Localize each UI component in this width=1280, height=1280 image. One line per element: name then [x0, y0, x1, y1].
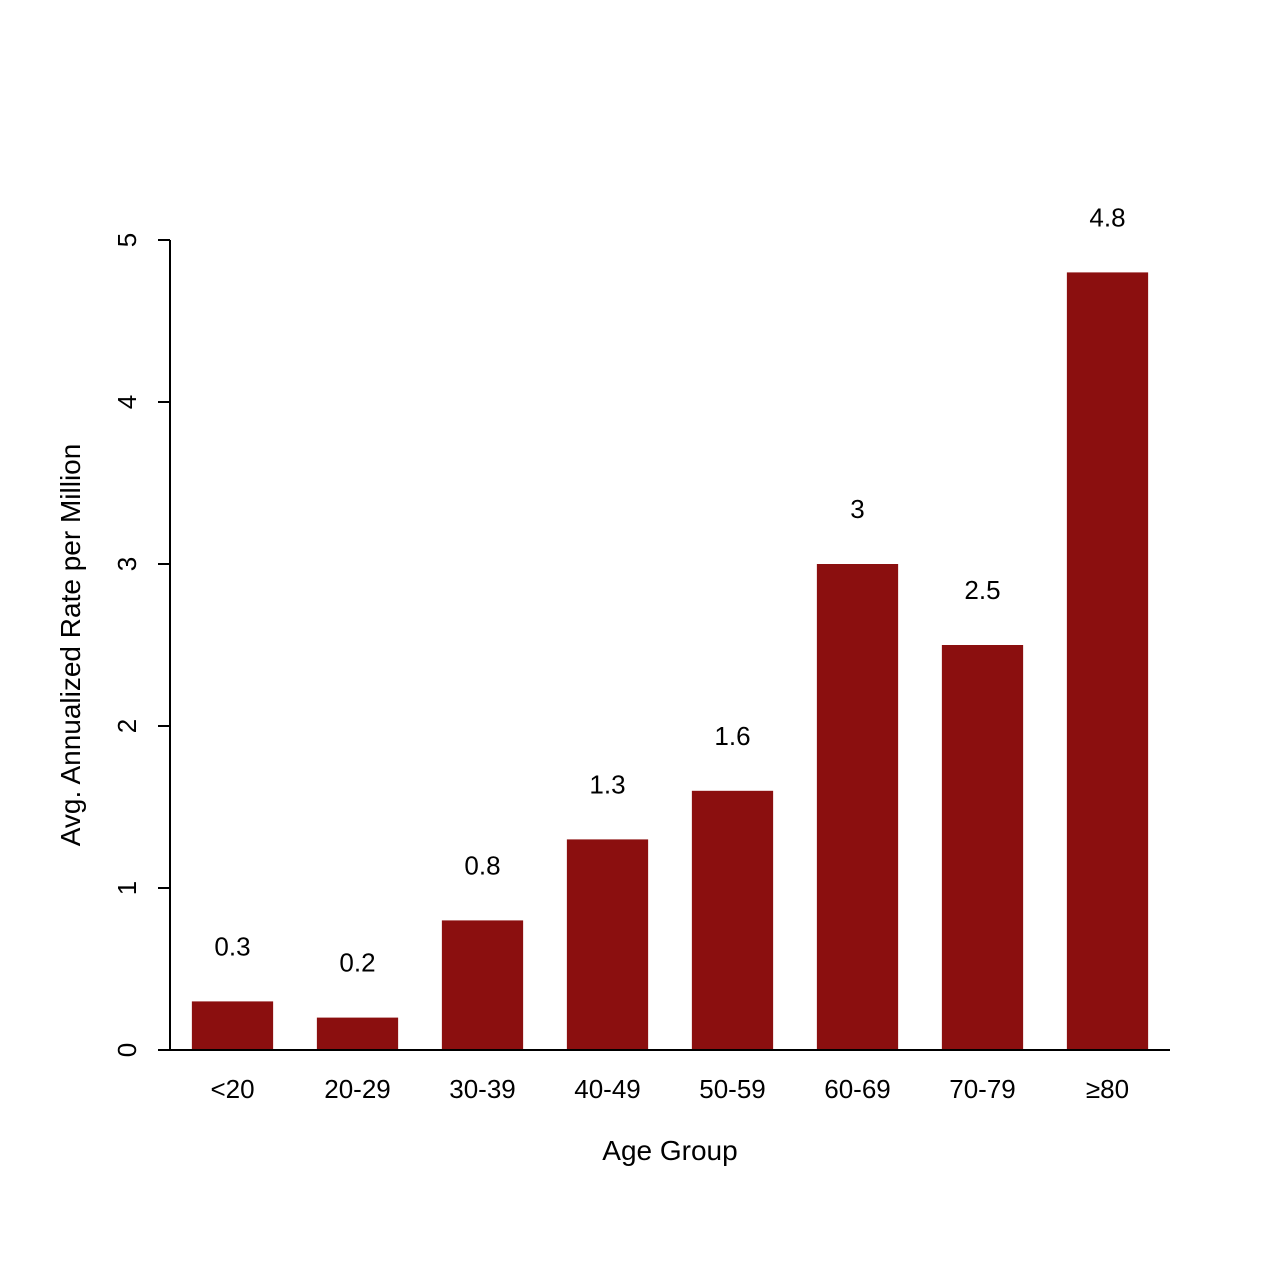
y-tick-label: 2	[112, 719, 142, 733]
x-tick-label: 30-39	[449, 1074, 516, 1104]
bar-value-label: 0.3	[214, 931, 250, 961]
bar	[1067, 272, 1148, 1050]
bar-value-label: 1.6	[714, 721, 750, 751]
x-tick-label: <20	[210, 1074, 254, 1104]
x-tick-label: 20-29	[324, 1074, 391, 1104]
x-tick-label: 60-69	[824, 1074, 891, 1104]
bar	[692, 791, 773, 1050]
y-tick-label: 4	[112, 395, 142, 409]
bar-value-label: 2.5	[964, 575, 1000, 605]
bar	[567, 839, 648, 1050]
bar	[817, 564, 898, 1050]
bar-chart: 0.3 <20 0.2 20-29 0.8 30-39 1.3 40-49 1.6 50-59 3 6…	[0, 0, 1280, 1280]
bar	[942, 645, 1023, 1050]
bar-value-label: 3	[850, 494, 864, 524]
bar-value-label: 0.2	[339, 948, 375, 978]
bar-value-label: 0.8	[464, 850, 500, 880]
y-tick-label: 1	[112, 881, 142, 895]
bar-value-label: 1.3	[589, 769, 625, 799]
y-axis-label: Avg. Annualized Rate per Million	[55, 444, 86, 847]
x-tick-label: 70-79	[949, 1074, 1016, 1104]
bar	[192, 1001, 273, 1050]
y-tick-label: 0	[112, 1043, 142, 1057]
x-axis-label: Age Group	[602, 1135, 737, 1166]
x-tick-label: 50-59	[699, 1074, 766, 1104]
bar	[317, 1018, 398, 1050]
x-tick-label: ≥80	[1086, 1074, 1129, 1104]
y-tick-label: 3	[112, 557, 142, 571]
bar-value-label: 4.8	[1089, 202, 1125, 232]
x-tick-label: 40-49	[574, 1074, 641, 1104]
y-tick-label: 5	[112, 233, 142, 247]
bar	[442, 920, 523, 1050]
